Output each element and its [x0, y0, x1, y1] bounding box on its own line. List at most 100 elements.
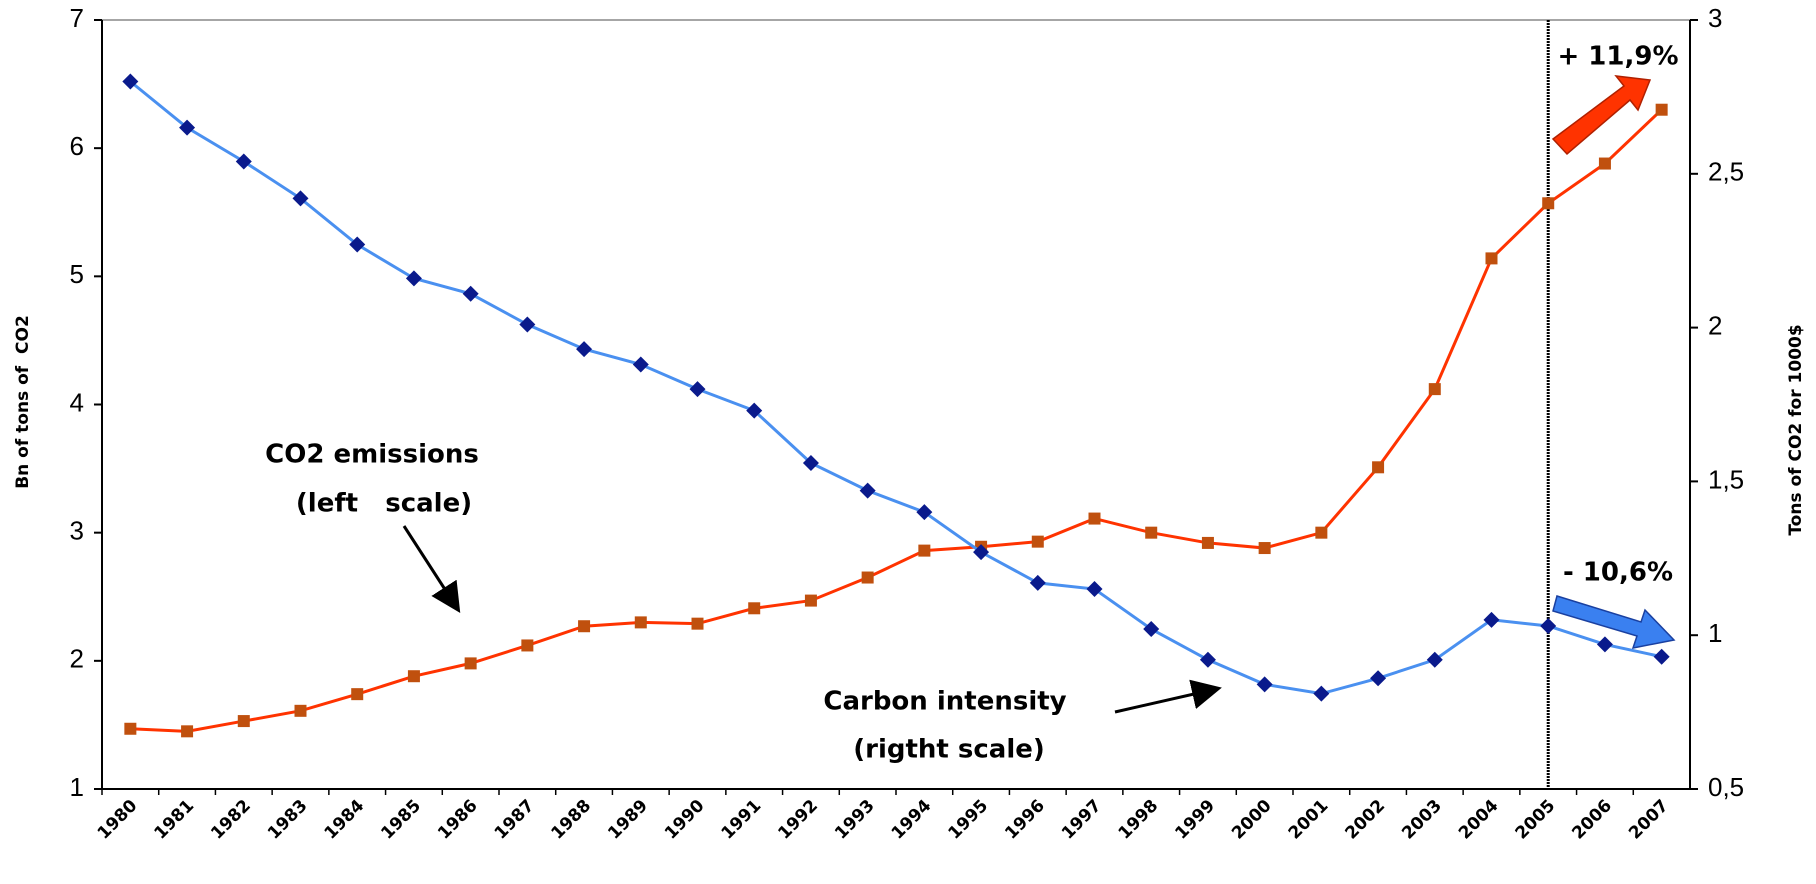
data-point	[521, 639, 534, 652]
x-tick-label: 1981	[151, 796, 199, 844]
data-point	[1258, 542, 1271, 555]
data-point	[1029, 574, 1046, 591]
x-tick-label: 1992	[774, 796, 822, 844]
data-point	[973, 544, 990, 561]
data-point	[519, 316, 536, 333]
x-tick-label: 1998	[1115, 796, 1163, 844]
data-point	[1088, 512, 1101, 525]
data-point	[689, 381, 706, 398]
data-point	[746, 402, 763, 419]
data-point	[179, 119, 196, 136]
x-tick-label: 2003	[1398, 796, 1446, 844]
data-point	[691, 617, 704, 630]
data-point	[1031, 535, 1044, 548]
data-point	[1598, 157, 1611, 170]
arrow	[1114, 679, 1222, 714]
data-point	[1313, 685, 1330, 702]
annotation: - 10,6%	[1563, 558, 1673, 588]
data-point	[1086, 581, 1103, 598]
data-point	[576, 341, 593, 358]
data-point	[351, 688, 364, 701]
x-tick-label: 1982	[207, 796, 255, 844]
x-tick-label: 1980	[94, 796, 142, 844]
annotation: + 11,9%	[1557, 42, 1678, 72]
data-point	[464, 657, 477, 670]
data-point	[634, 616, 647, 629]
data-point	[294, 704, 307, 717]
x-tick-label: 2005	[1512, 796, 1560, 844]
x-tick-label: 1988	[548, 796, 596, 844]
y-axis-label: Bn of tons of CO2	[13, 315, 33, 489]
y2-tick-label: 2,5	[1708, 157, 1744, 187]
x-tick-label: 1995	[945, 796, 993, 844]
data-point	[124, 722, 137, 735]
data-point	[405, 270, 422, 287]
series-line	[130, 108, 1663, 733]
data-point	[1542, 197, 1555, 210]
data-point	[1653, 648, 1670, 665]
x-tick-label: 1986	[434, 796, 482, 844]
x-tick-label: 1984	[321, 796, 369, 844]
x-tick-label: 2007	[1625, 796, 1673, 844]
x-tick-label: 1999	[1171, 796, 1219, 844]
y2-tick-label: 1,5	[1708, 464, 1744, 494]
x-tick-label: 1989	[604, 796, 652, 844]
y-tick-label: 3	[70, 516, 84, 546]
data-point	[1315, 526, 1328, 539]
data-point	[859, 482, 876, 499]
data-point	[1655, 103, 1668, 116]
x-tick-label: 1994	[888, 796, 936, 844]
y-tick-label: 7	[70, 3, 84, 33]
data-point	[802, 454, 819, 471]
data-point	[237, 715, 250, 728]
annotation: Carbon intensity	[823, 687, 1066, 717]
up-arrow	[1551, 75, 1652, 156]
x-tick-label: 1991	[718, 796, 766, 844]
data-point	[1428, 383, 1441, 396]
data-point	[1370, 670, 1387, 687]
x-tick-label: 1996	[1001, 796, 1049, 844]
x-tick-label: 1993	[831, 796, 879, 844]
y-tick-label: 6	[70, 131, 84, 161]
data-point	[918, 544, 931, 557]
data-point	[632, 356, 649, 373]
x-tick-label: 1985	[377, 796, 425, 844]
x-tick-label: 2004	[1455, 796, 1503, 844]
x-tick-label: 2006	[1568, 796, 1616, 844]
y-tick-label: 1	[70, 772, 84, 802]
data-point	[122, 73, 139, 90]
x-tick-label: 1983	[264, 796, 312, 844]
down-arrow	[1552, 595, 1676, 649]
data-point	[349, 236, 366, 253]
data-point	[1483, 611, 1500, 628]
data-point	[1485, 252, 1498, 265]
x-tick-label: 2001	[1285, 796, 1333, 844]
y2-axis-label: Tons of CO2 for 1000$	[1786, 324, 1806, 535]
annotation: (rigtht scale)	[853, 735, 1045, 765]
series-line	[129, 80, 1662, 696]
data-point	[1199, 651, 1216, 668]
y-tick-label: 4	[70, 387, 84, 417]
annotation: CO2 emissions	[265, 440, 479, 470]
data-point	[1372, 461, 1385, 474]
data-point	[1256, 676, 1273, 693]
data-point	[578, 620, 591, 633]
x-tick-label: 1987	[491, 796, 539, 844]
x-tick-label: 2000	[1228, 796, 1276, 844]
data-point	[235, 153, 252, 170]
y2-tick-label: 0,5	[1708, 772, 1744, 802]
data-point	[1426, 651, 1443, 668]
y-tick-label: 2	[70, 644, 84, 674]
data-point	[292, 190, 309, 207]
data-point	[861, 571, 874, 584]
arrow	[402, 525, 461, 614]
data-point	[1145, 526, 1158, 539]
data-point	[462, 285, 479, 302]
x-tick-label: 1997	[1058, 796, 1106, 844]
data-point	[748, 602, 761, 615]
annotation: (left scale)	[296, 489, 472, 519]
data-point	[916, 504, 933, 521]
data-point	[181, 725, 194, 738]
x-tick-label: 1990	[661, 796, 709, 844]
